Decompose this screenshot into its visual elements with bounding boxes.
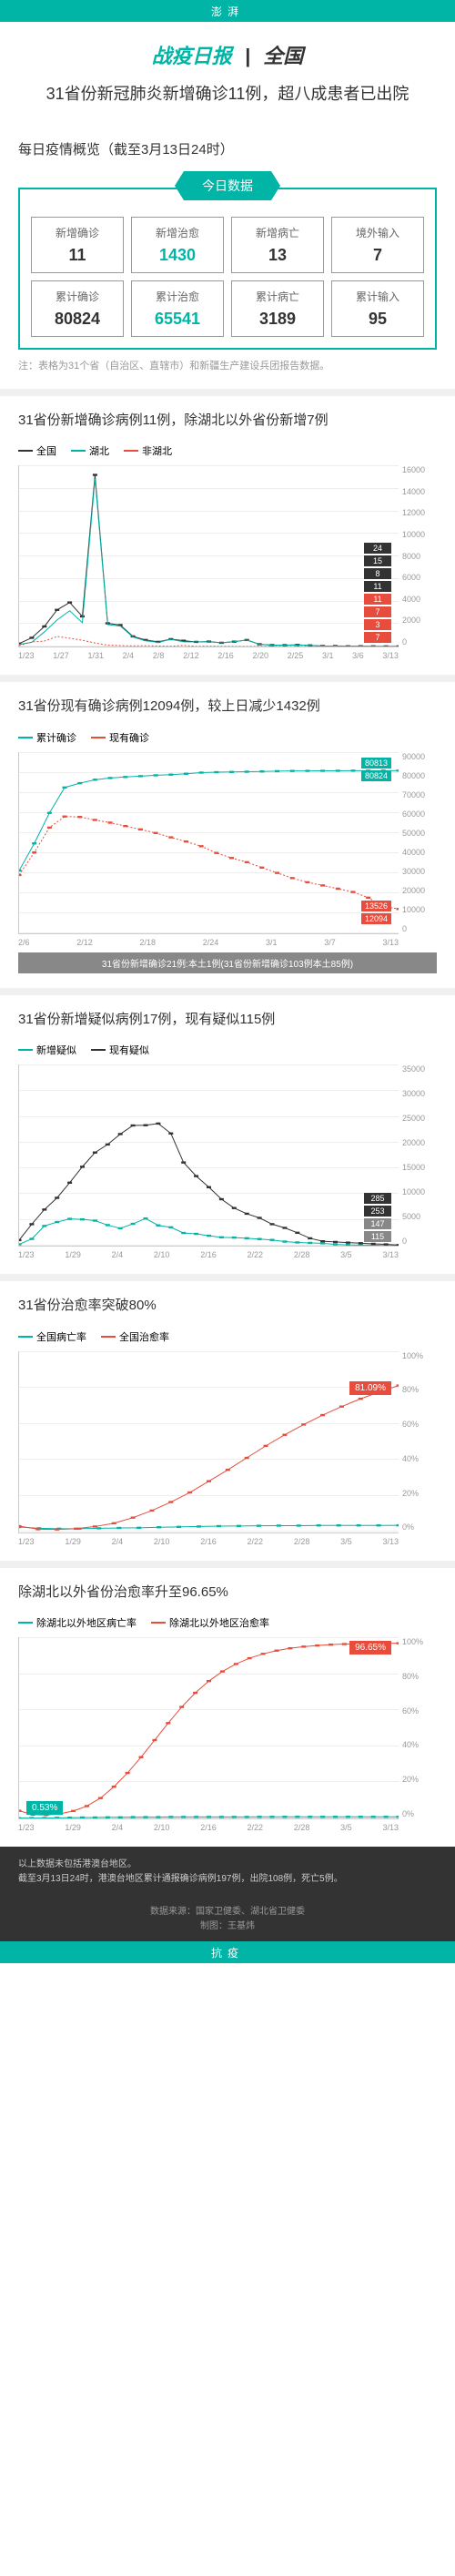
stat-label: 新增确诊 bbox=[35, 225, 119, 240]
bottom-bar: 抗疫 bbox=[0, 1941, 455, 1963]
stat-cell: 累计输入 95 bbox=[331, 280, 424, 337]
chart1-area: 1600014000120001000080006000400020000 24… bbox=[18, 465, 399, 647]
overview-title: 每日疫情概览（截至3月13日24时） bbox=[18, 139, 437, 158]
legend-item: 湖北 bbox=[71, 443, 109, 458]
stat-cell: 境外输入 7 bbox=[331, 217, 424, 273]
data-badge: 12094 bbox=[361, 913, 391, 924]
chart1-block: 31省份新增确诊病例11例，除湖北以外省份新增7例 全国湖北非湖北 160001… bbox=[0, 389, 455, 676]
data-badge: 3 bbox=[364, 619, 391, 630]
legend-item: 累计确诊 bbox=[18, 730, 76, 745]
overview-note: 注：表格为31个省（自治区、直辖市）和新疆生产建设兵团报告数据。 bbox=[18, 359, 437, 374]
chart4-area: 100%80%60%40%20%0% 81.09% bbox=[18, 1351, 399, 1533]
report-title: 战疫日报 bbox=[152, 45, 232, 67]
today-badge: 今日数据 bbox=[184, 171, 271, 200]
stat-label: 累计确诊 bbox=[35, 289, 119, 304]
stat-value: 7 bbox=[336, 246, 420, 265]
data-badge: 11 bbox=[364, 594, 391, 605]
source: 数据来源：国家卫健委、湖北省卫健委制图：王基炜 bbox=[0, 1898, 455, 1941]
legend-item: 新增疑似 bbox=[18, 1043, 76, 1057]
data-badge: 80813 bbox=[361, 758, 391, 769]
stat-label: 累计输入 bbox=[336, 289, 420, 304]
stat-cell: 累计确诊 80824 bbox=[31, 280, 124, 337]
chart3-area: 35000300002500020000150001000050000 2852… bbox=[18, 1064, 399, 1247]
data-badge: 7 bbox=[364, 606, 391, 617]
data-badge: 7 bbox=[364, 632, 391, 643]
legend-item: 全国治愈率 bbox=[101, 1329, 169, 1344]
stat-cell: 新增治愈 1430 bbox=[131, 217, 224, 273]
chart2-caption: 31省份新增确诊21例:本土1例(31省份新增确诊103例本土85例) bbox=[18, 952, 437, 973]
chart4-block: 31省份治愈率突破80% 全国病亡率全国治愈率 100%80%60%40%20%… bbox=[0, 1274, 455, 1561]
stat-label: 新增治愈 bbox=[136, 225, 219, 240]
stats-box: 新增确诊 11 新增治愈 1430 新增病亡 13 境外输入 7 累计确诊 80824 累计治愈 65… bbox=[18, 188, 437, 350]
report-scope: 全国 bbox=[263, 45, 303, 67]
stat-value: 1430 bbox=[136, 246, 219, 265]
stat-value: 3189 bbox=[236, 310, 319, 329]
data-badge: 253 bbox=[364, 1206, 391, 1217]
top-brand-bar: 澎湃 bbox=[0, 0, 455, 22]
stat-value: 95 bbox=[336, 310, 420, 329]
legend-item: 现有疑似 bbox=[91, 1043, 149, 1057]
chart5-title: 除湖北以外省份治愈率升至96.65% bbox=[18, 1583, 437, 1604]
stat-value: 11 bbox=[35, 246, 119, 265]
data-badge: 13526 bbox=[361, 901, 391, 911]
headline: 31省份新冠肺炎新增确诊11例，超八成患者已出院 bbox=[18, 82, 437, 107]
data-badge: 147 bbox=[364, 1218, 391, 1229]
data-badge: 24 bbox=[364, 543, 391, 554]
stat-label: 累计病亡 bbox=[236, 289, 319, 304]
legend-item: 除湖北以外地区治愈率 bbox=[151, 1615, 269, 1630]
chart4-title: 31省份治愈率突破80% bbox=[18, 1296, 437, 1317]
footer-note: 以上数据未包括港澳台地区。截至3月13日24时，港澳台地区累计通报确诊病例197… bbox=[0, 1847, 455, 1898]
stat-cell: 新增病亡 13 bbox=[231, 217, 324, 273]
chart5-badge-bottom: 0.53% bbox=[26, 1801, 63, 1815]
data-badge: 8 bbox=[364, 568, 391, 579]
chart1-title: 31省份新增确诊病例11例，除湖北以外省份新增7例 bbox=[18, 411, 437, 432]
chart3-block: 31省份新增疑似病例17例，现有疑似115例 新增疑似 现有疑似 35000300… bbox=[0, 988, 455, 1275]
legend-item: 全国 bbox=[18, 443, 56, 458]
stat-label: 累计治愈 bbox=[136, 289, 219, 304]
stat-cell: 新增确诊 11 bbox=[31, 217, 124, 273]
stat-value: 13 bbox=[236, 246, 319, 265]
data-badge: 285 bbox=[364, 1193, 391, 1204]
title-divider: | bbox=[245, 45, 250, 67]
stat-label: 新增病亡 bbox=[236, 225, 319, 240]
header: 战疫日报 | 全国 31省份新冠肺炎新增确诊11例，超八成患者已出院 bbox=[0, 22, 455, 125]
stat-cell: 累计治愈 65541 bbox=[131, 280, 224, 337]
data-badge: 15 bbox=[364, 555, 391, 566]
chart5-block: 除湖北以外省份治愈率升至96.65% 除湖北以外地区病亡率除湖北以外地区治愈率 … bbox=[0, 1561, 455, 1848]
legend-item: 全国病亡率 bbox=[18, 1329, 86, 1344]
data-badge: 115 bbox=[364, 1231, 391, 1242]
data-badge: 11 bbox=[364, 581, 391, 592]
chart4-badge: 81.09% bbox=[349, 1381, 391, 1395]
stat-cell: 累计病亡 3189 bbox=[231, 280, 324, 337]
chart2-title: 31省份现有确诊病例12094例，较上日减少1432例 bbox=[18, 697, 437, 718]
stat-value: 65541 bbox=[136, 310, 219, 329]
legend-item: 非湖北 bbox=[124, 443, 172, 458]
chart2-block: 31省份现有确诊病例12094例，较上日减少1432例 累计确诊现有确诊 900… bbox=[0, 675, 455, 988]
data-badge: 80824 bbox=[361, 770, 391, 781]
chart5-area: 100%80%60%40%20%0% 96.65% 0.53% bbox=[18, 1637, 399, 1819]
stat-label: 境外输入 bbox=[336, 225, 420, 240]
chart5-badge-top: 96.65% bbox=[349, 1641, 391, 1655]
stat-value: 80824 bbox=[35, 310, 119, 329]
chart3-title: 31省份新增疑似病例17例，现有疑似115例 bbox=[18, 1010, 437, 1031]
legend-item: 现有确诊 bbox=[91, 730, 149, 745]
chart2-area: 9000080000700006000050000400003000020000… bbox=[18, 752, 399, 934]
overview-section: 每日疫情概览（截至3月13日24时） 今日数据 新增确诊11新增治愈1430新增… bbox=[0, 125, 455, 389]
legend-item: 除湖北以外地区病亡率 bbox=[18, 1615, 136, 1630]
